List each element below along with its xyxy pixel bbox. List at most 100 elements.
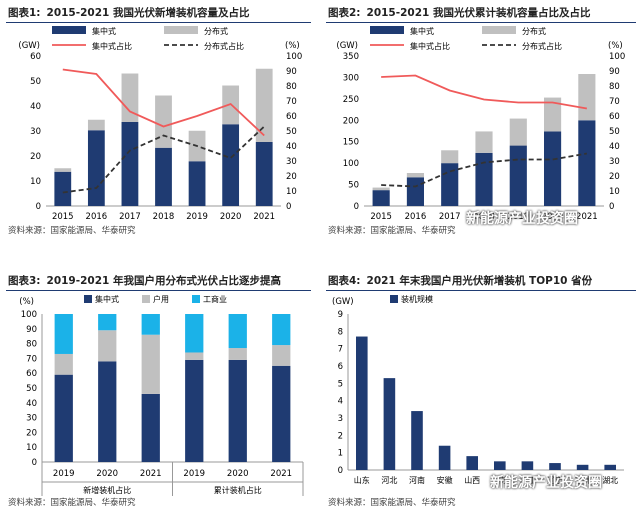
series-line — [381, 152, 588, 188]
chart-2-plot: (GW) (%) 0 50 100 150 200 250 300 350 0 10 20 30 40 50 6… — [336, 26, 625, 222]
x-tick-label: 2015 — [370, 212, 392, 222]
chart-3-plot: (%) 0 10 20 30 40 50 60 70 80 90 100 2019 2020 2021 201… — [19, 294, 304, 496]
y-tick-label: 0 — [32, 458, 37, 468]
chart-source: 资料来源：国家能源局、华泰研究 — [328, 498, 456, 508]
bar — [411, 411, 423, 470]
bar-segment — [98, 361, 117, 462]
x-tick-label: 2019 — [186, 212, 208, 222]
bar — [438, 445, 451, 470]
y2-tick-label: 70 — [609, 97, 620, 107]
x-tick-label: 2019 — [183, 469, 205, 479]
chart-title-4: 图表4: 2021 年末我国户用光伏新增装机 TOP10 省份 — [326, 274, 636, 291]
y2-tick-label: 60 — [609, 112, 620, 122]
legend-label: 集中式 — [410, 26, 434, 36]
bar — [383, 378, 396, 470]
x-tick-label: 2016 — [405, 212, 427, 222]
watermark: 新能源产业投资圈 — [466, 211, 578, 227]
y-tick-label: 20 — [30, 152, 41, 162]
x-tick-label: 2018 — [473, 212, 495, 222]
x-tick-label: 浙江 — [519, 475, 535, 485]
legend-label: 集中式占比 — [410, 41, 450, 51]
bar-segment — [228, 359, 247, 462]
y2-tick-label: 70 — [286, 97, 297, 107]
bar-segment — [54, 171, 72, 206]
legend-label: 集中式 — [95, 294, 119, 304]
x-tick-label: 2017 — [439, 212, 461, 222]
x-tick-label: 安徽 — [437, 475, 453, 485]
bar-segment — [98, 314, 117, 331]
legend-swatch — [84, 295, 92, 303]
y-tick-label: 5 — [338, 379, 343, 389]
bar — [521, 461, 534, 470]
y-tick-label: 30 — [30, 127, 41, 137]
chart-source: 资料来源：国家能源局、华泰研究 — [328, 226, 456, 236]
y2-tick-label: 10 — [286, 187, 297, 197]
x-tick-label: 2019 — [53, 469, 75, 479]
bar-segment — [54, 314, 73, 354]
x-tick-label: 2020 — [542, 212, 564, 222]
legend-label: 分布式占比 — [204, 41, 244, 51]
x-tick-label: 2021 — [253, 212, 275, 222]
x-tick-label: 2020 — [96, 469, 118, 479]
y-tick-label: 10 — [26, 443, 37, 453]
y-tick-label: 50 — [30, 77, 41, 87]
bar-segment — [272, 345, 291, 366]
bar-segment — [475, 131, 493, 153]
x-tick-label: 湖北 — [602, 476, 618, 485]
legend-label: 工商业 — [203, 294, 227, 304]
y2-tick-label: 80 — [286, 82, 297, 92]
bar — [466, 456, 478, 470]
y-axis-unit: (GW) — [332, 297, 354, 307]
chart-panel-2: 图表2: 2015-2021 我国光伏累计装机容量占比及占比 (GW) (%) 0 50… — [326, 6, 636, 236]
y-tick-label: 20 — [26, 428, 37, 438]
y2-tick-label: 90 — [609, 67, 620, 77]
y-tick-label: 250 — [343, 95, 359, 105]
group-label: 累计装机占比 — [214, 485, 262, 495]
chart-panel-3: 图表3: 2019-2021 年我国户用分布式光伏占比逐步提高 (%) 0 10 20 3… — [6, 274, 311, 514]
y2-axis-unit: (%) — [285, 41, 300, 51]
y-tick-label: 40 — [30, 102, 41, 112]
bar-segment — [406, 177, 424, 206]
legend-swatch — [52, 26, 86, 34]
y-tick-label: 90 — [26, 325, 37, 335]
chart-title-1: 图表1: 2015-2021 我国光伏新增装机容量及占比 — [6, 6, 311, 23]
chart-title-3: 图表3: 2019-2021 年我国户用分布式光伏占比逐步提高 — [6, 274, 311, 291]
chart-1-plot: (GW) (%) 0 10 20 30 40 50 60 0 10 20 30 40 50 60 70 80 90 1… — [18, 26, 302, 222]
bar — [576, 464, 589, 470]
chart-number: 图表1: — [8, 7, 41, 19]
y-axis-unit: (GW) — [18, 41, 40, 51]
bar-segment — [372, 187, 390, 191]
bar-segment — [372, 190, 390, 206]
bar-segment — [155, 147, 172, 206]
x-tick-label: 2020 — [227, 469, 249, 479]
bar-segment — [54, 353, 73, 375]
legend-swatch — [192, 295, 200, 303]
bar-segment — [98, 330, 117, 362]
x-tick-label: 2017 — [119, 212, 141, 222]
x-tick-label: 2020 — [220, 212, 242, 222]
legend-swatch — [142, 295, 150, 303]
bar — [356, 336, 368, 470]
y-tick-label: 60 — [26, 369, 37, 379]
chart-title-text: 2019-2021 年我国户用分布式光伏占比逐步提高 — [46, 275, 281, 287]
x-tick-label: 河南 — [409, 475, 425, 485]
bar-segment — [272, 314, 291, 346]
series-line — [62, 68, 265, 137]
y-tick-label: 50 — [26, 384, 37, 394]
legend-label: 分布式 — [522, 26, 546, 36]
y-tick-label: 8 — [338, 327, 343, 337]
chart-number: 图表2: — [328, 7, 361, 19]
bar-segment — [121, 122, 139, 206]
y2-tick-label: 0 — [286, 202, 291, 212]
bar-segment — [406, 173, 424, 178]
y-tick-label: 50 — [348, 181, 359, 191]
bar-segment — [87, 119, 105, 131]
y-tick-label: 100 — [343, 159, 359, 169]
y2-tick-label: 40 — [286, 142, 297, 152]
x-tick-label: 河北 — [381, 475, 397, 485]
y2-tick-label: 10 — [609, 187, 620, 197]
y2-tick-label: 0 — [609, 202, 614, 212]
bar — [494, 461, 506, 470]
x-tick-label: 山西 — [464, 475, 480, 485]
bar-segment — [509, 118, 527, 146]
